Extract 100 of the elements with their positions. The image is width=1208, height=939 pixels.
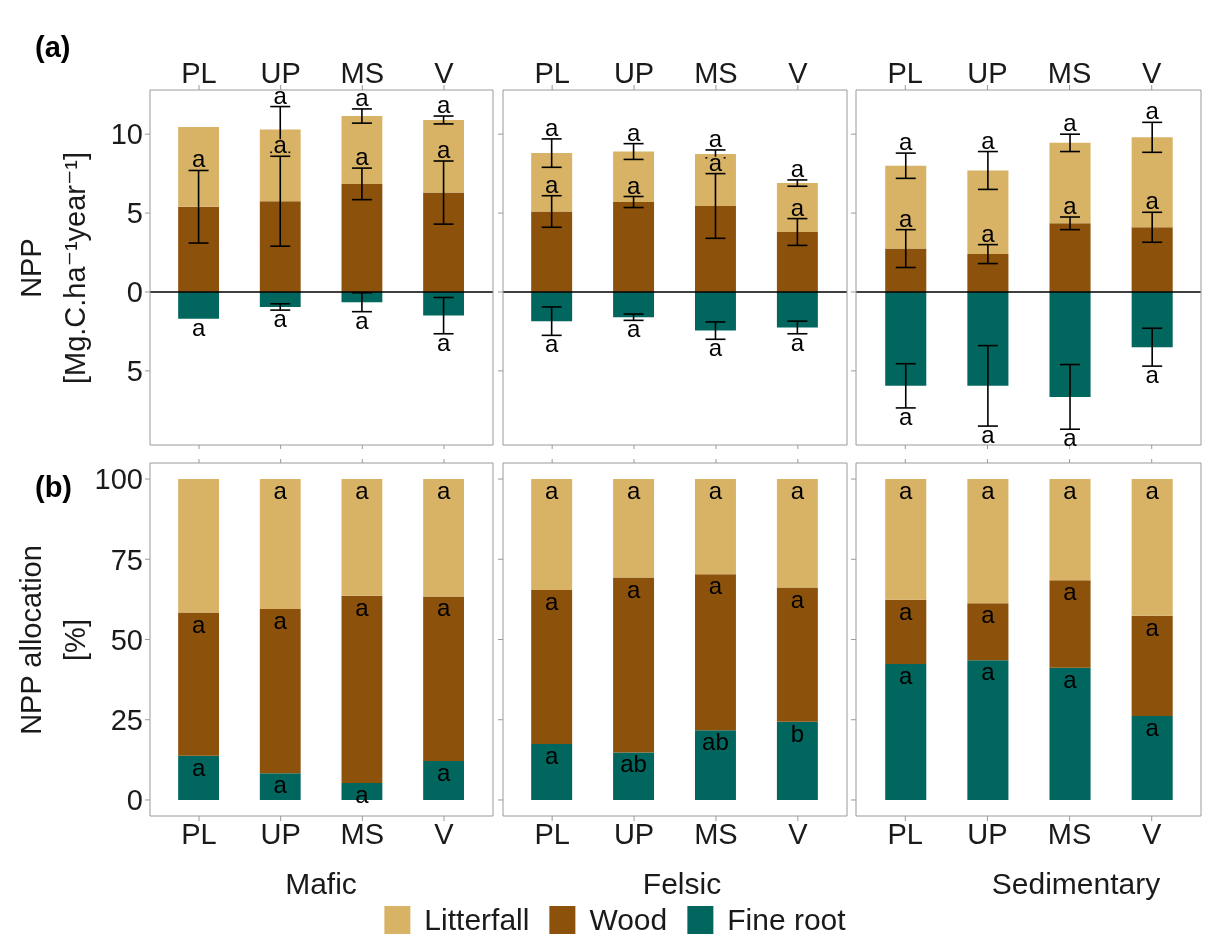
- y-tick-label: 75: [110, 543, 143, 576]
- data-label: a: [273, 771, 288, 799]
- y-tick-label: 25: [110, 704, 143, 737]
- data-label: a: [436, 477, 451, 505]
- data-label: a: [436, 759, 451, 787]
- data-label: a: [191, 145, 206, 173]
- data-label: a: [1063, 192, 1078, 220]
- legend-label: Wood: [589, 903, 668, 936]
- y-tick-label: 0: [126, 784, 143, 817]
- x-tick-label: V: [1142, 57, 1163, 89]
- x-tick-label: V: [434, 817, 455, 850]
- data-label: a: [981, 219, 996, 247]
- data-label: a: [790, 477, 805, 505]
- data-label: a: [273, 607, 288, 635]
- data-label: a: [191, 753, 206, 781]
- x-tick-label: PL: [887, 57, 924, 89]
- data-label: a: [790, 193, 805, 221]
- data-label: a: [899, 204, 914, 232]
- data-label: a: [1063, 424, 1078, 452]
- data-label: a: [436, 136, 451, 163]
- y-tick-label: 50: [110, 623, 143, 656]
- data-label: a: [191, 610, 206, 638]
- y-tick-label: 0: [126, 276, 143, 309]
- y-axis-title: NPP [Mg.C.ha⁻¹year⁻¹]: [14, 151, 92, 384]
- data-label: a: [1063, 477, 1078, 505]
- data-label: a: [544, 742, 559, 770]
- x-tick-label: UP: [260, 817, 301, 850]
- data-label: a: [626, 118, 641, 146]
- data-label: a: [790, 328, 805, 356]
- data-label: a: [899, 402, 914, 430]
- data-label: a: [626, 575, 641, 603]
- x-tick-label: V: [434, 57, 455, 89]
- data-label: a: [1063, 109, 1078, 137]
- data-label: a: [1145, 713, 1160, 741]
- data-label: a: [273, 477, 288, 505]
- data-label: a: [790, 154, 805, 182]
- data-label: a: [981, 126, 996, 154]
- x-tick-label: MS: [694, 57, 738, 89]
- data-label: a: [626, 315, 641, 343]
- data-label: a: [544, 330, 559, 358]
- data-label: a: [626, 171, 641, 199]
- data-label: a: [708, 572, 723, 600]
- y-tick-label: 100: [94, 463, 143, 496]
- x-tick-label: UP: [967, 57, 1008, 89]
- data-label: a: [899, 128, 914, 156]
- y-tick-label: 5: [126, 197, 143, 230]
- data-label: a: [544, 477, 559, 505]
- data-label: a: [981, 477, 996, 505]
- data-label: a: [899, 661, 914, 689]
- x-tick-label: UP: [967, 817, 1008, 850]
- y-tick-label: 5: [126, 355, 143, 388]
- data-label: a: [1063, 665, 1078, 693]
- x-tick-label: UP: [260, 57, 301, 89]
- x-tick-label: PL: [887, 817, 924, 850]
- data-label: a: [436, 91, 451, 119]
- data-label: a: [355, 477, 370, 505]
- x-axis-title: Felsic: [642, 867, 722, 900]
- data-label: a: [273, 305, 288, 333]
- data-label: a: [1145, 361, 1160, 389]
- y-tick-label: 10: [110, 118, 143, 151]
- x-tick-label: V: [1142, 817, 1163, 850]
- data-label: ab: [620, 750, 647, 778]
- x-axis-title: Mafic: [285, 867, 357, 900]
- data-label: a: [355, 306, 370, 334]
- data-label: a: [1145, 613, 1160, 641]
- x-tick-label: UP: [613, 57, 655, 89]
- data-label: a: [899, 477, 914, 505]
- data-label: a: [355, 143, 370, 171]
- legend-label: Litterfall: [424, 903, 530, 936]
- chart-title: (b): [35, 471, 73, 503]
- data-label: a: [544, 588, 559, 616]
- x-tick-label: PL: [181, 57, 217, 89]
- data-label: a: [436, 594, 451, 622]
- data-label: a: [626, 477, 641, 505]
- data-label: a: [544, 113, 559, 141]
- x-tick-label: V: [788, 57, 809, 89]
- data-label: a: [981, 601, 996, 629]
- x-tick-label: MS: [340, 817, 385, 850]
- data-label: a: [790, 585, 805, 613]
- data-label: a: [544, 170, 559, 198]
- x-tick-label: PL: [534, 57, 570, 89]
- x-tick-label: PL: [534, 817, 570, 850]
- data-label: a: [1145, 477, 1160, 505]
- data-label: a: [1063, 578, 1078, 606]
- data-label: a: [191, 313, 206, 341]
- data-label: a: [1145, 187, 1160, 215]
- data-label: a: [1145, 97, 1160, 125]
- data-label: a: [708, 334, 723, 362]
- data-label: b: [790, 719, 805, 747]
- x-tick-label: PL: [181, 817, 217, 850]
- x-tick-label: MS: [1047, 817, 1092, 850]
- data-label: a: [981, 658, 996, 686]
- x-tick-label: MS: [1047, 57, 1092, 89]
- data-label: a: [708, 148, 723, 176]
- x-tick-label: UP: [613, 817, 655, 850]
- data-label: a: [899, 597, 914, 625]
- x-tick-label: MS: [694, 817, 738, 850]
- data-label: a: [273, 131, 288, 159]
- y-axis-title: NPP allocation [%]: [14, 544, 92, 735]
- data-label: ab: [702, 728, 729, 756]
